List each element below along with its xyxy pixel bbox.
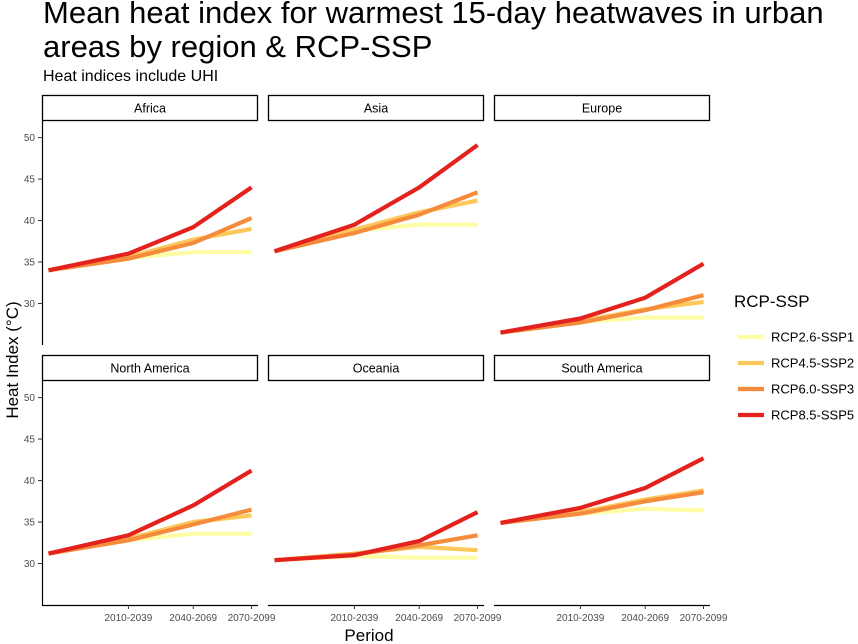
y-tick-label: 30 [24,559,36,570]
y-tick-label: 40 [24,476,36,487]
y-tick-label: 45 [24,175,36,186]
legend-label-rcp6-0-ssp3: RCP6.0-SSP3 [771,382,854,397]
y-tick-label: 35 [24,518,36,529]
x-tick-label: 2010-2039 [104,613,152,624]
legend-label-rcp2-6-ssp1: RCP2.6-SSP1 [771,330,854,345]
x-tick-label: 2040-2069 [169,613,217,624]
strip-africa [41,94,259,122]
y-tick-label: 40 [24,216,36,227]
strip-label-south-america: South America [561,362,642,376]
line-africa-rcp8-5-ssp5 [48,185,253,273]
panel-south-america: South America [493,354,711,525]
strip-label-africa: Africa [134,102,166,116]
panel-asia: Asia [267,94,485,254]
strip-label-oceania: Oceania [353,362,400,376]
x-tick-label: 2010-2039 [330,613,378,624]
y-tick-label: 30 [24,299,36,310]
strip-oceania [267,354,485,382]
line-oceania-rcp8-5-ssp5 [274,510,479,563]
x-tick-label: 2040-2069 [621,613,669,624]
y-tick-label: 50 [24,133,36,144]
chart-subtitle: Heat indices include UHI [43,68,219,85]
x-tick-label: 2070-2099 [228,613,276,624]
panel-europe: Europe [493,94,711,335]
y-tick-label: 35 [24,258,36,269]
y-tick-label: 50 [24,393,36,404]
legend-title: RCP-SSP [734,292,810,311]
line-north-america-rcp8-5-ssp5 [48,468,253,556]
line-south-america-rcp6-0-ssp3 [500,490,704,525]
panel-oceania: Oceania [267,354,485,563]
legend: RCP2.6-SSP1 RCP4.5-SSP2 RCP6.0-SSP3 RCP8.5-… [738,330,854,423]
x-tick-label: 2070-2099 [680,613,728,624]
strip-south-america [493,354,711,382]
line-asia-rcp8-5-ssp5 [273,143,479,254]
strip-label-north-america: North America [110,362,189,376]
x-tick-label: 2010-2039 [556,613,604,624]
strip-label-asia: Asia [364,102,388,116]
line-europe-rcp8-5-ssp5 [500,261,705,335]
line-south-america-rcp8-5-ssp5 [500,456,705,525]
strip-europe [493,94,711,122]
x-tick-label: 2040-2069 [395,613,443,624]
y-axis-title: Heat Index (°C) [3,301,22,418]
y-tick-label: 45 [24,435,36,446]
strip-label-europe: Europe [582,102,622,116]
strip-north-america [41,354,259,382]
line-north-america-rcp6-0-ssp3 [48,507,253,556]
panel-grid: Africa Asia Europe North America Oceania Sout… [41,94,711,563]
axes: 30 35 40 45 50 30 35 40 45 50 2010-2039 2040-2069 20… [24,121,728,624]
line-africa-rcp6-0-ssp3 [48,216,253,273]
x-axis-title: Period [344,626,393,644]
x-tick-label: 2070-2099 [454,613,502,624]
strip-asia [267,94,485,122]
chart-title: Mean heat index for warmest 15-day heatw… [43,0,824,64]
line-asia-rcp6-0-ssp3 [274,190,479,254]
panel-north-america: North America [41,354,259,556]
legend-label-rcp8-5-ssp5: RCP8.5-SSP5 [771,408,854,423]
panel-africa: Africa [41,94,259,273]
legend-label-rcp4-5-ssp2: RCP4.5-SSP2 [771,356,854,371]
